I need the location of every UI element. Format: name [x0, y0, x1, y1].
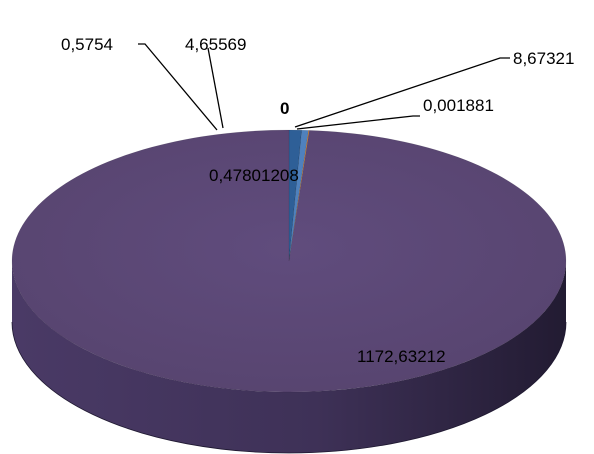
data-label-slice-1: 8,67321 — [513, 49, 574, 68]
pie-side-edge — [11, 321, 567, 454]
leader-lines — [138, 43, 510, 131]
leader-line-0-001881 — [296, 115, 420, 130]
pie-slice-4 — [288, 129, 309, 262]
leader-line-0-5754 — [138, 43, 218, 131]
pie-side-wall — [12, 261, 566, 453]
pie-slice-6 — [11, 129, 567, 393]
data-label-slice-2: 0,001881 — [423, 96, 494, 115]
leader-line-8-67321 — [294, 57, 510, 128]
data-label-slice-6: 1172,63212 — [357, 347, 446, 366]
leader-line-4-65569 — [207, 47, 224, 129]
data-label-slice-4: 4,65569 — [185, 35, 246, 54]
data-label-slice-5: 0,5754 — [61, 35, 113, 54]
pie-slice-5 — [288, 130, 310, 262]
data-label-slice-3: 0 — [280, 99, 289, 118]
data-label-inner: 0,47801208 — [209, 166, 299, 185]
pie-slice-1 — [288, 129, 302, 262]
pie-slice-2 — [288, 129, 302, 262]
pie-slices — [11, 129, 567, 393]
